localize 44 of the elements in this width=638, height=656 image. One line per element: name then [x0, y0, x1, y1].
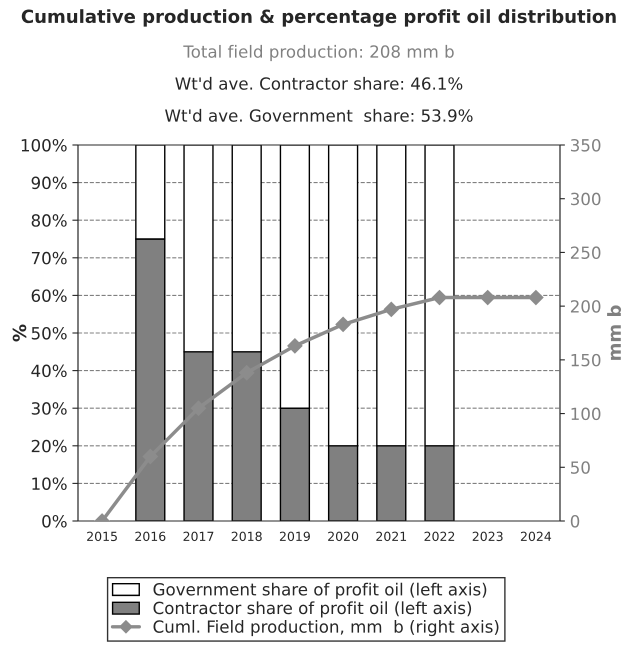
text: Wt'd ave. Government share: 53.9%	[165, 108, 473, 122]
point	[287, 338, 302, 354]
x-tick-label: 2018	[232, 532, 262, 542]
y2-tick-label: 0	[570, 514, 580, 528]
y2-tick-label: 100	[572, 408, 600, 420]
y2-tick-label: 50	[571, 461, 590, 474]
point	[528, 290, 544, 306]
y-axis-title: %	[12, 324, 26, 342]
y-tick-label: 30%	[32, 402, 67, 415]
y2-tick-label: 300	[570, 192, 600, 206]
x-tick-label: 2020	[328, 532, 358, 542]
x-tick-label: 2022	[424, 532, 454, 542]
text: Wt'd ave. Contractor share: 46.1%	[175, 76, 462, 90]
y-tick-label: 90%	[32, 176, 67, 190]
x-tick-label: 2016	[135, 532, 166, 542]
y2-tick-label: 200	[570, 300, 600, 313]
y2-tick-label: 150	[572, 354, 600, 366]
legend-label: Cuml. Field production, mm b (right axis)	[154, 620, 498, 636]
point	[336, 316, 351, 332]
x-tick-label: 2015	[87, 532, 117, 542]
point	[480, 290, 496, 306]
legend-label: Government share of profit oil (left axis)	[154, 582, 486, 599]
point	[384, 302, 399, 317]
x-tick-label: 2019	[280, 532, 310, 542]
x-tick-label: 2024	[520, 532, 552, 542]
y2-axis-title: mm b	[607, 305, 622, 360]
x-tick-label: 2017	[184, 532, 214, 542]
point	[432, 290, 448, 306]
x-tick-label: 2021	[376, 532, 406, 542]
legend-label: Contractor share of profit oil (left axis)	[154, 601, 472, 618]
y-tick-label: 20%	[32, 440, 67, 452]
y-tick-label: 40%	[31, 364, 67, 378]
chart-title: Cumulative production & percentage profit oil distribution	[22, 9, 616, 27]
y2-tick-label: 350	[570, 138, 600, 152]
x-tick-label: 2023	[472, 532, 503, 542]
y2-tick-label: 250	[570, 246, 600, 259]
y-tick-label: 70%	[32, 252, 67, 264]
chart-subtitle: Total field production: 208 mm b	[183, 44, 454, 62]
y-tick-label: 60%	[32, 289, 67, 302]
y-tick-label: 10%	[32, 477, 67, 490]
y-tick-label: 100%	[22, 138, 67, 152]
y-tick-label: 50%	[32, 326, 67, 340]
y-tick-label: 0%	[42, 514, 67, 528]
y-tick-label: 80%	[32, 214, 67, 227]
